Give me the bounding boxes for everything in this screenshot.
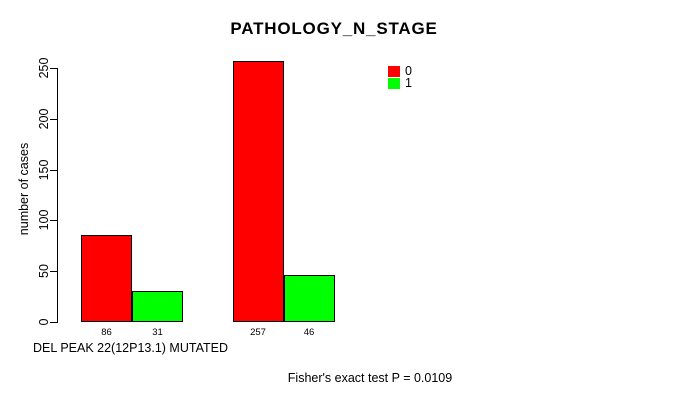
- y-tick-label: 100: [37, 209, 51, 231]
- legend-label-1: 1: [405, 76, 412, 90]
- y-tick-mark: [50, 118, 57, 120]
- fisher-test-annotation: Fisher's exact test P = 0.0109: [287, 371, 453, 385]
- y-tick-label: 150: [37, 159, 51, 181]
- legend-swatch-red: [388, 65, 400, 77]
- y-axis-label: number of cases: [17, 142, 31, 236]
- bar-value-label: 31: [152, 326, 163, 338]
- bar-value-label: 257: [250, 326, 266, 338]
- y-tick-mark: [50, 271, 57, 273]
- y-tick-mark: [50, 169, 57, 171]
- y-tick-label: 0: [37, 318, 51, 326]
- legend: 0 1: [388, 65, 412, 89]
- y-tick-mark: [50, 322, 57, 323]
- y-tick-mark: [50, 220, 57, 222]
- bar-value-label: 46: [303, 326, 315, 338]
- legend-entry-0: 0: [388, 65, 412, 77]
- y-tick-label: 250: [37, 57, 51, 79]
- y-tick-label: 50: [37, 264, 51, 279]
- bar-series-0-group-1: [81, 234, 132, 322]
- chart-title: PATHOLOGY_N_STAGE: [230, 19, 438, 38]
- bar-series-1-group-1: [132, 290, 183, 322]
- x-axis-label: DEL PEAK 22(12P13.1) MUTATED: [33, 341, 228, 355]
- bar-series-0-group-2: [232, 60, 284, 322]
- bar-value-label: 86: [101, 326, 112, 338]
- y-tick-mark: [50, 68, 57, 69]
- legend-entry-1: 1: [388, 77, 412, 89]
- bar-series-1-group-2: [283, 275, 335, 322]
- legend-label-0: 0: [405, 64, 412, 78]
- y-axis-line: [57, 68, 58, 323]
- y-tick-label: 200: [37, 108, 51, 130]
- legend-swatch-green: [388, 77, 400, 89]
